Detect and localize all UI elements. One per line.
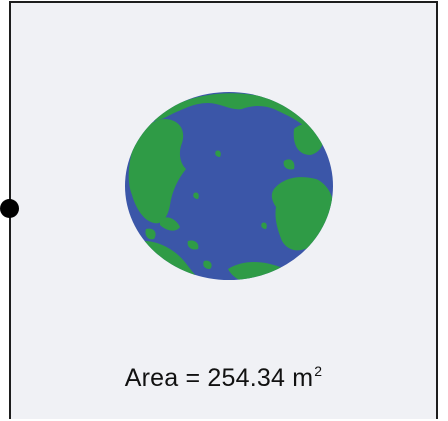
area-caption: Area = 254.34 m2 — [9, 363, 438, 393]
globe-land-west — [128, 119, 186, 224]
area-caption-value: Area = 254.34 m — [124, 364, 314, 392]
globe-land-east-island — [283, 159, 295, 170]
globe-land-islet-3 — [261, 222, 267, 229]
globe-land-islet-1 — [215, 150, 221, 157]
area-caption-exponent: 2 — [314, 363, 323, 379]
connection-point-marker — [0, 199, 19, 218]
globe-land-island-4 — [203, 260, 212, 269]
earth-globe-icon — [125, 92, 333, 280]
globe-land-island-3 — [187, 240, 199, 250]
globe-land-islet-2 — [193, 192, 199, 199]
globe-land-east — [271, 177, 333, 251]
globe-land-island-2 — [145, 228, 156, 240]
globe-land-south — [228, 262, 308, 280]
globe-land-island-1 — [160, 217, 180, 231]
